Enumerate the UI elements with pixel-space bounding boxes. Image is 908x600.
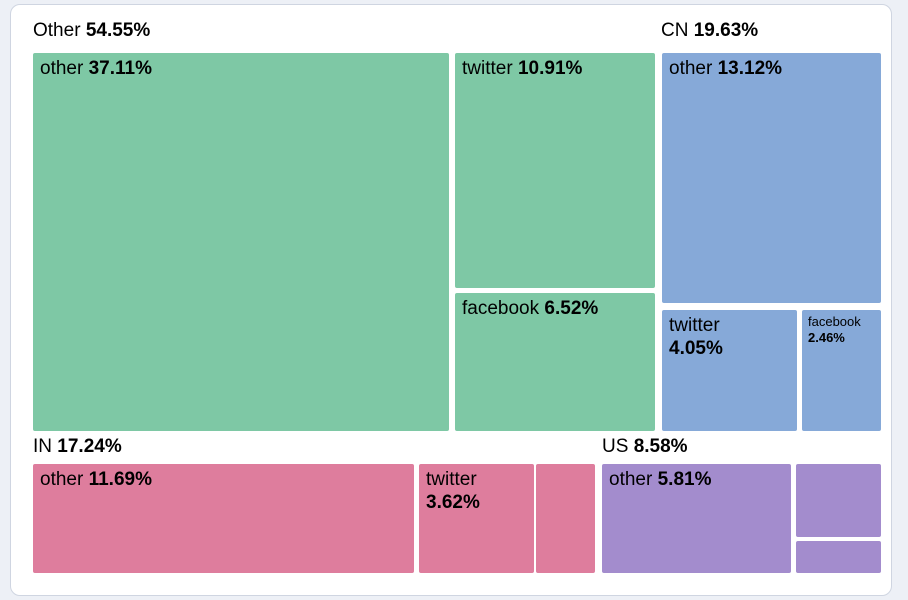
cell-name: twitter — [462, 58, 513, 79]
cell-in-other-label: other 11.69% — [33, 464, 414, 495]
cell-other-facebook[interactable]: facebook 6.52% — [455, 293, 655, 431]
group-header-other: Other 54.55% — [33, 19, 150, 43]
cell-cn-facebook-label: facebook 2.46% — [802, 310, 881, 350]
group-header-us-pct: 8.58% — [633, 436, 688, 457]
cell-in-twitter[interactable]: twitter 3.62% — [419, 464, 534, 573]
group-header-us: US 8.58% — [602, 435, 688, 459]
cell-pct: 3.62% — [426, 492, 480, 513]
cell-name: other — [609, 469, 653, 490]
cell-in-other[interactable]: other 11.69% — [33, 464, 414, 573]
cell-in-twitter-label: twitter 3.62% — [419, 464, 534, 518]
group-header-cn-pct: 19.63% — [693, 20, 759, 41]
cell-cn-other[interactable]: other 13.12% — [662, 53, 881, 303]
group-header-in: IN 17.24% — [33, 435, 122, 459]
cell-name: facebook — [808, 314, 861, 329]
cell-name: other — [40, 58, 84, 79]
cell-pct: 13.12% — [717, 58, 783, 79]
cell-cn-facebook[interactable]: facebook 2.46% — [802, 310, 881, 431]
group-header-cn: CN 19.63% — [661, 19, 758, 43]
cell-cn-other-label: other 13.12% — [662, 53, 881, 84]
treemap-card: Other 54.55% CN 19.63% IN 17.24% US 8.58… — [10, 4, 892, 596]
cell-other-other-label: other 37.11% — [33, 53, 449, 84]
cell-pct: 10.91% — [517, 58, 583, 79]
cell-name: facebook — [462, 298, 540, 319]
cell-cn-twitter[interactable]: twitter 4.05% — [662, 310, 797, 431]
group-header-in-pct: 17.24% — [57, 436, 122, 457]
cell-us-other[interactable]: other 5.81% — [602, 464, 791, 573]
cell-pct: 2.46% — [808, 330, 845, 345]
cell-pct: 37.11% — [88, 58, 152, 79]
cell-other-twitter-label: twitter 10.91% — [455, 53, 655, 84]
group-header-us-label: US — [602, 436, 629, 457]
cell-us-other-label: other 5.81% — [602, 464, 791, 495]
cell-other-other[interactable]: other 37.11% — [33, 53, 449, 431]
cell-name: twitter — [426, 469, 477, 490]
cell-in-unlabeled[interactable] — [536, 464, 595, 573]
cell-name: other — [40, 469, 84, 490]
group-header-other-pct: 54.55% — [85, 20, 151, 41]
group-header-in-label: IN — [33, 436, 52, 457]
cell-us-unlabeled-top[interactable] — [796, 464, 881, 537]
treemap-chart: Other 54.55% CN 19.63% IN 17.24% US 8.58… — [11, 5, 891, 595]
cell-name: twitter — [669, 315, 720, 336]
cell-pct: 11.69% — [88, 469, 152, 490]
cell-other-facebook-label: facebook 6.52% — [455, 293, 655, 324]
cell-other-twitter[interactable]: twitter 10.91% — [455, 53, 655, 288]
cell-cn-twitter-label: twitter 4.05% — [662, 310, 797, 364]
cell-pct: 6.52% — [544, 298, 599, 319]
cell-pct: 4.05% — [669, 338, 723, 359]
group-header-cn-label: CN — [661, 20, 689, 41]
cell-name: other — [669, 58, 713, 79]
cell-pct: 5.81% — [657, 469, 712, 490]
cell-us-unlabeled-bottom[interactable] — [796, 541, 881, 573]
group-header-other-label: Other — [33, 20, 81, 41]
